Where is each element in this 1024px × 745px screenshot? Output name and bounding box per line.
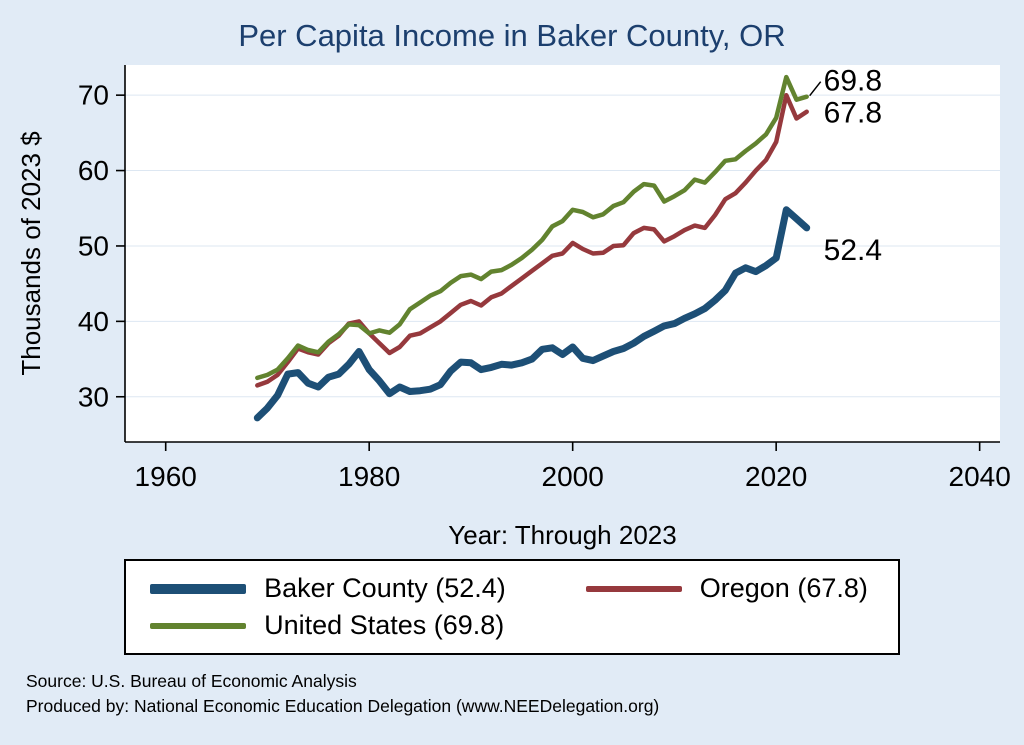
legend-item-united-states: United States (69.8) <box>150 610 506 641</box>
legend-label-baker-county: Baker County (52.4) <box>264 573 506 603</box>
y-tick-label-50: 50 <box>78 230 109 261</box>
end-label-united-states: 69.8 <box>824 65 882 98</box>
x-tick-label-1960: 1960 <box>135 461 197 492</box>
legend-item-baker-county: Baker County (52.4) <box>150 573 506 604</box>
legend-label-oregon: Oregon (67.8) <box>699 573 868 603</box>
y-tick-label-30: 30 <box>78 381 109 412</box>
x-tick-label-2020: 2020 <box>745 461 807 492</box>
legend-item-oregon: Oregon (67.8) <box>585 573 868 604</box>
x-tick-label-1980: 1980 <box>338 461 400 492</box>
legend-swatch-oregon <box>585 585 682 592</box>
series-line-united-states <box>255 74 809 381</box>
legend-swatch-united-states <box>150 622 247 629</box>
end-label-baker-county: 52.4 <box>824 234 882 267</box>
line-chart: 30 40 50 60 70 1960 1980 2000 2020 2040 Thousands … <box>16 65 1011 550</box>
x-axis-title: Year: Through 2023 <box>448 520 676 550</box>
y-tick-label-70: 70 <box>78 80 109 111</box>
end-label-oregon: 67.8 <box>824 97 882 130</box>
chart-title: Per Capita Income in Baker County, OR <box>238 18 786 53</box>
y-tick-label-60: 60 <box>78 155 109 186</box>
legend: Baker County (52.4) Oregon (67.8) United… <box>124 559 900 655</box>
series-line-baker-county <box>253 206 811 422</box>
source-note: Source: U.S. Bureau of Economic Analysis <box>26 671 357 691</box>
legend-label-united-states: United States (69.8) <box>264 610 505 640</box>
legend-swatch-baker-county <box>150 583 247 594</box>
y-axis-title: Thousands of 2023 $ <box>16 131 46 376</box>
legend-grid: Baker County (52.4) Oregon (67.8) United… <box>150 573 868 641</box>
x-tick-label-2000: 2000 <box>542 461 604 492</box>
x-tick-label-2040: 2040 <box>949 461 1011 492</box>
end-label-leader-united-states <box>809 81 822 97</box>
produced-by-note: Produced by: National Economic Education… <box>26 695 660 716</box>
legend-empty-cell <box>586 610 868 641</box>
footer-notes: Source: U.S. Bureau of Economic Analysis… <box>26 669 1024 718</box>
y-tick-label-40: 40 <box>78 306 109 337</box>
